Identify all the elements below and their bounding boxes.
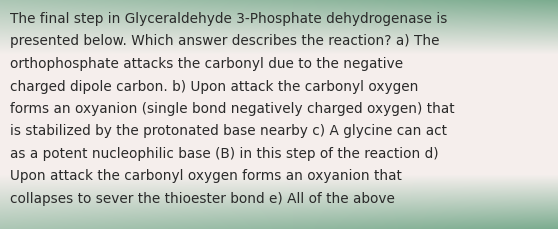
Text: Upon attack the carbonyl oxygen forms an oxyanion that: Upon attack the carbonyl oxygen forms an… <box>10 169 402 183</box>
Text: The final step in Glyceraldehyde 3-Phosphate dehydrogenase is: The final step in Glyceraldehyde 3-Phosp… <box>10 12 448 26</box>
Text: collapses to sever the thioester bond e) All of the above: collapses to sever the thioester bond e)… <box>10 191 395 205</box>
Text: is stabilized by the protonated base nearby c) A glycine can act: is stabilized by the protonated base nea… <box>10 124 447 138</box>
Text: presented below. Which answer describes the reaction? a) The: presented below. Which answer describes … <box>10 34 440 48</box>
Text: forms an oxyanion (single bond negatively charged oxygen) that: forms an oxyanion (single bond negativel… <box>10 101 455 115</box>
Text: orthophosphate attacks the carbonyl due to the negative: orthophosphate attacks the carbonyl due … <box>10 57 403 71</box>
Text: charged dipole carbon. b) Upon attack the carbonyl oxygen: charged dipole carbon. b) Upon attack th… <box>10 79 418 93</box>
Text: as a potent nucleophilic base (B) in this step of the reaction d): as a potent nucleophilic base (B) in thi… <box>10 146 439 160</box>
